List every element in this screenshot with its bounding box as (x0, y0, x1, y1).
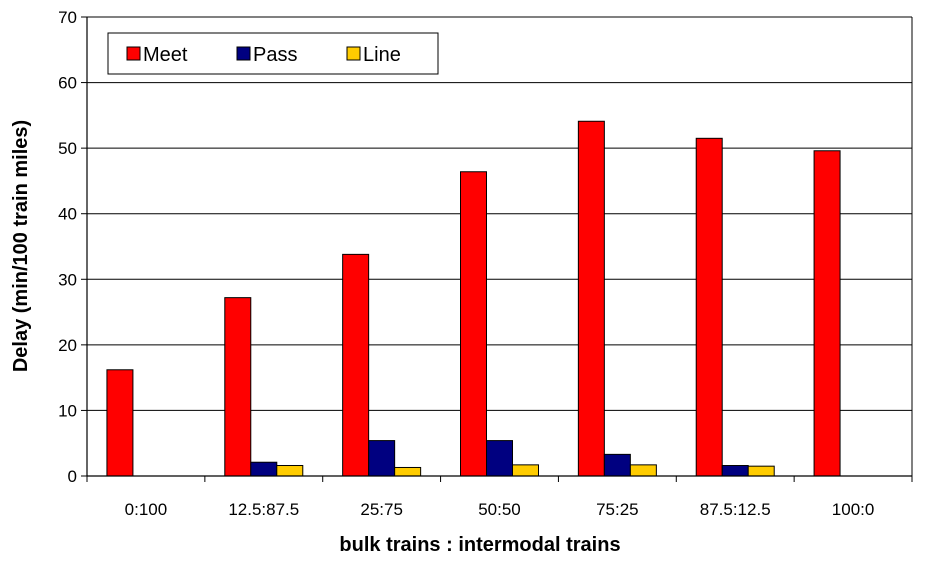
x-tick-label: 25:75 (360, 500, 403, 519)
legend: Meet Pass Line (107, 32, 439, 75)
y-axis-title: Delay (min/100 train miles) (10, 120, 32, 372)
x-tick-label: 87.5:12.5 (700, 500, 771, 519)
bar-pass (250, 461, 278, 477)
bar-meet (106, 369, 134, 477)
legend-label-pass: Pass (253, 44, 297, 66)
legend-label-line: Line (363, 44, 401, 66)
y-tick-label: 0 (68, 467, 77, 486)
y-tick-label: 70 (58, 8, 77, 27)
y-tick-label: 10 (58, 401, 77, 420)
gridlines (87, 16, 912, 411)
y-tick-label: 50 (58, 139, 77, 158)
bar-meet (813, 150, 841, 477)
y-tick-label: 60 (58, 74, 77, 93)
x-tick-label: 12.5:87.5 (228, 500, 299, 519)
legend-swatch-line (346, 46, 361, 61)
bar-pass (486, 440, 513, 477)
bar-meet (577, 120, 605, 477)
bar-line (747, 465, 775, 477)
legend-label-meet: Meet (143, 44, 188, 66)
bar-meet (224, 297, 252, 477)
legend-box (107, 32, 439, 75)
bar-pass (721, 465, 749, 477)
bar-line (276, 465, 304, 477)
x-tick-label: 100:0 (832, 500, 875, 519)
x-tick-label: 0:100 (125, 500, 168, 519)
legend-swatch-pass (236, 46, 251, 61)
y-tick-label: 30 (58, 270, 77, 289)
bars (106, 120, 841, 477)
y-tick-label: 20 (58, 336, 77, 355)
legend-swatch-meet (126, 46, 141, 61)
x-tick-label: 75:25 (596, 500, 639, 519)
bar-line (394, 466, 422, 477)
x-tick-label: 50:50 (478, 500, 521, 519)
bar-pass (603, 453, 631, 477)
bar-meet (342, 253, 370, 477)
bar-pass (368, 440, 396, 477)
bar-meet (460, 171, 487, 477)
bar-line (512, 464, 539, 477)
bar-meet (695, 137, 723, 477)
y-tick-label: 40 (58, 205, 77, 224)
x-axis-title: bulk trains : intermodal trains (339, 534, 620, 556)
axes (81, 16, 913, 482)
bar-line (629, 464, 657, 477)
tick-labels: 0 10 20 30 40 50 60 70 0:100 12.5:87.5 25:75 50:50 7… (58, 8, 874, 519)
